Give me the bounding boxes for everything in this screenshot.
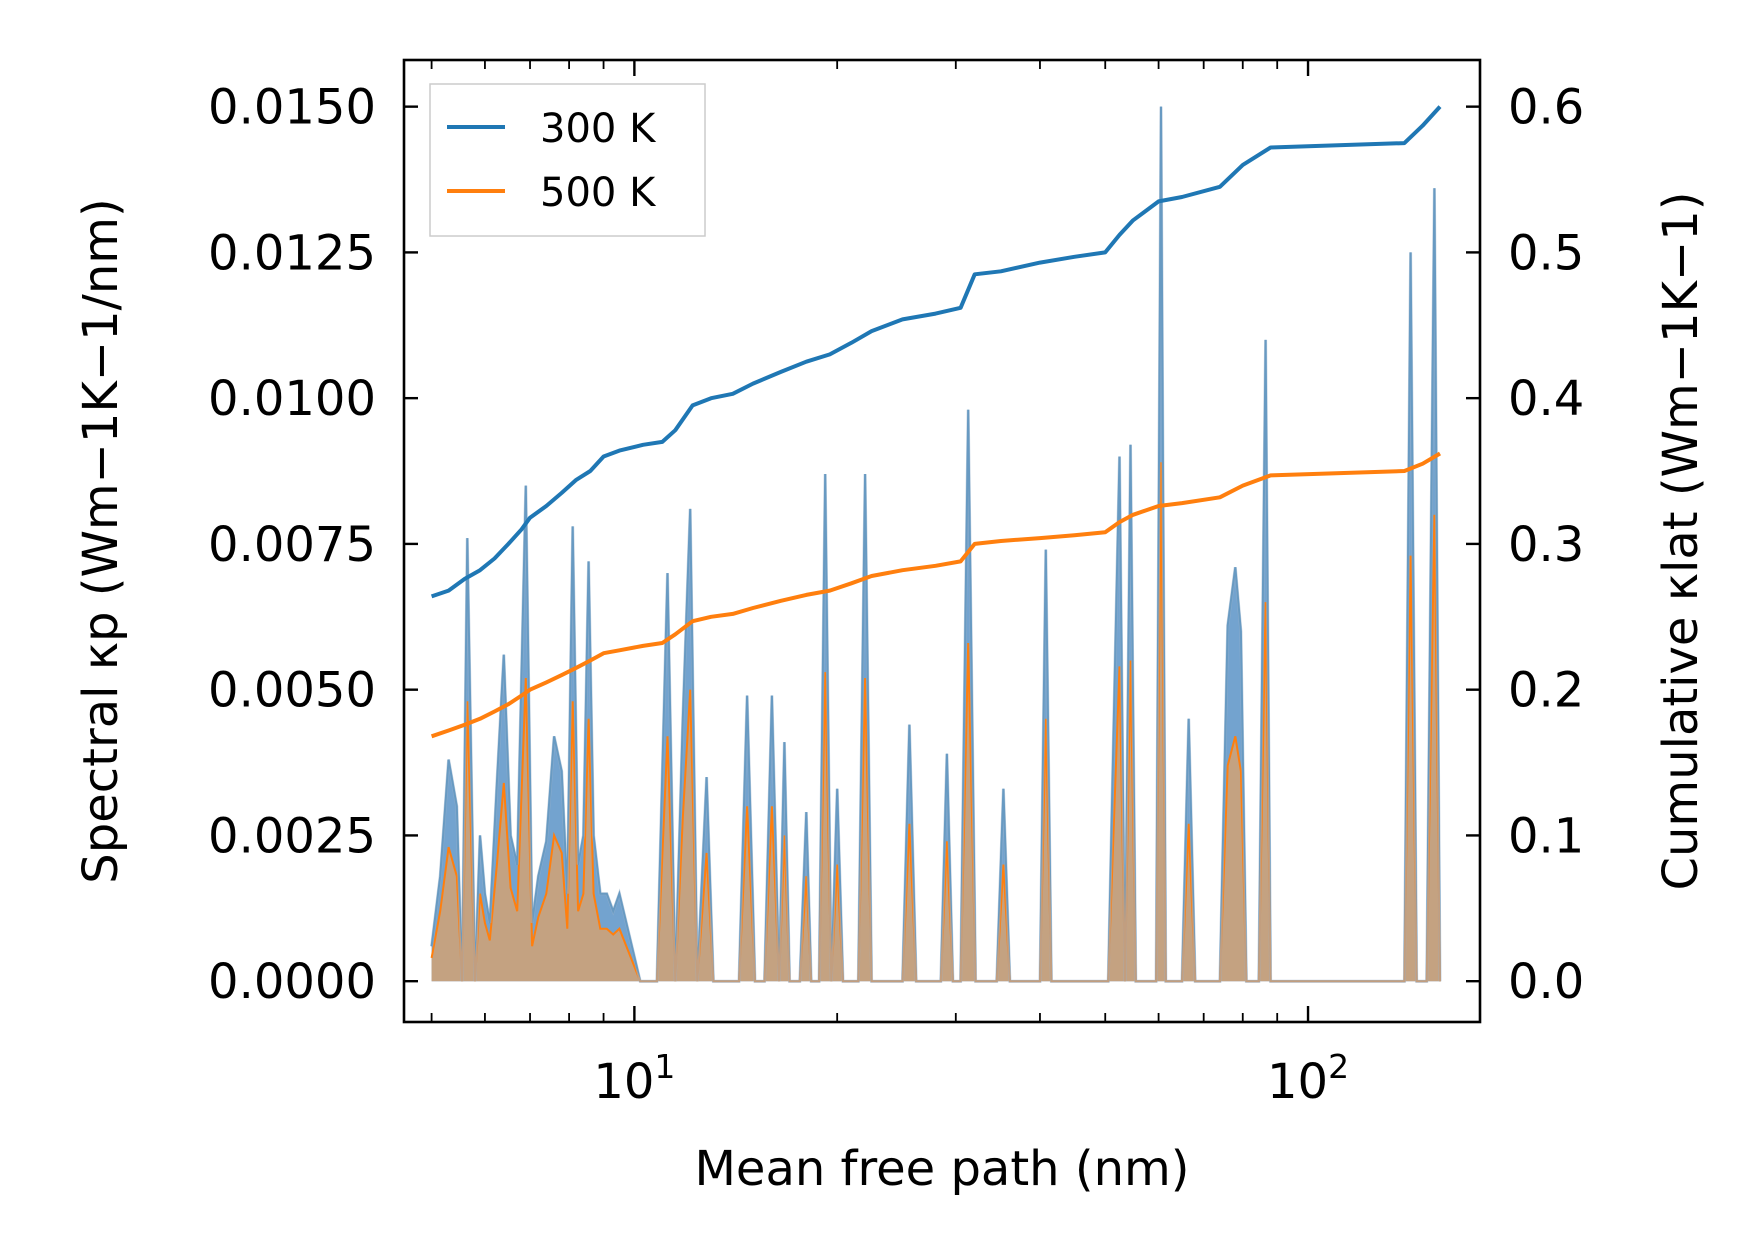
y-right-tick-label: 0.2 bbox=[1508, 663, 1584, 719]
x-tick-label-10-2: 102 bbox=[1267, 1047, 1349, 1110]
y-right-tick-label: 0.1 bbox=[1508, 808, 1584, 864]
legend-box bbox=[429, 83, 706, 237]
legend-label-500k: 500 K bbox=[540, 170, 657, 216]
y-left-tick-label: 0.0125 bbox=[208, 225, 376, 281]
y-right-tick-label: 0.6 bbox=[1508, 80, 1584, 136]
cumulative-500k-line bbox=[430, 451, 1442, 739]
axis-ticks: 0.0000 0.0025 0.0050 0.0075 0.0100 0.0125 0.01… bbox=[208, 60, 1584, 1022]
y-right-tick-label: 0.0 bbox=[1508, 954, 1584, 1010]
cumulative-lines bbox=[430, 105, 1442, 739]
y-left-tick-label: 0.0050 bbox=[208, 663, 376, 719]
y-left-tick-label: 0.0000 bbox=[208, 954, 376, 1010]
y-left-tick-label: 0.0150 bbox=[208, 80, 376, 136]
y-axis-right-label: Cumulative κlat (Wm−1K−1) bbox=[1653, 192, 1709, 891]
x-tick-label-10-1: 101 bbox=[593, 1047, 675, 1110]
y-right-tick-label: 0.4 bbox=[1508, 371, 1584, 427]
y-right-tick-label: 0.3 bbox=[1508, 517, 1584, 573]
y-left-tick-label: 0.0100 bbox=[208, 371, 376, 427]
plot-frame bbox=[402, 58, 1482, 1024]
y-left-tick-label: 0.0075 bbox=[208, 517, 376, 573]
spectral-areas bbox=[430, 106, 1442, 983]
y-axis-left-label: Spectral κp (Wm−1K−1/nm) bbox=[73, 198, 129, 883]
cumulative-300k-line bbox=[430, 105, 1442, 599]
legend: 300 K 500 K bbox=[429, 83, 706, 237]
y-right-tick-label: 0.5 bbox=[1508, 225, 1584, 281]
x-axis-label: Mean free path (nm) bbox=[695, 1141, 1190, 1197]
legend-label-300k: 300 K bbox=[540, 106, 657, 152]
y-left-tick-label: 0.0025 bbox=[208, 808, 376, 864]
spectral-300k-outline bbox=[430, 106, 1442, 983]
